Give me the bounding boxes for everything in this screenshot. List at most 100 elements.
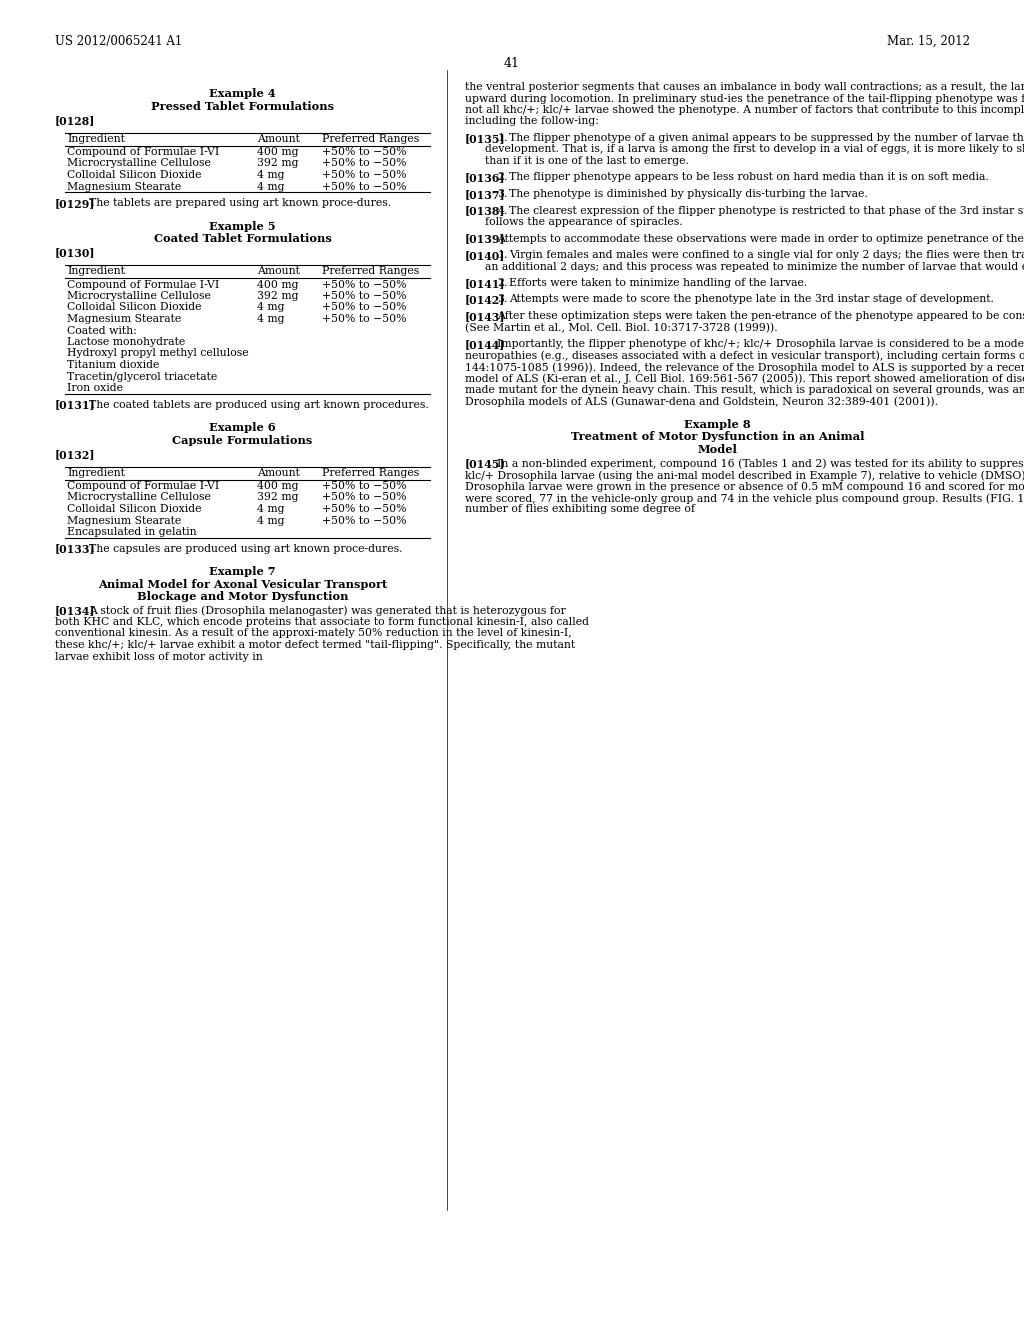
Text: Attempts were made to score the phenotype late in the 3rd instar stage of develo: Attempts were made to score the phenotyp… (509, 294, 994, 305)
Text: (See Martin et al., Mol. Cell. Biol. 10:3717-3728 (1999)).: (See Martin et al., Mol. Cell. Biol. 10:… (465, 322, 777, 333)
Text: Tracetin/glycerol triacetate: Tracetin/glycerol triacetate (67, 371, 217, 381)
Text: Colloidal Silicon Dioxide: Colloidal Silicon Dioxide (67, 302, 202, 313)
Text: Capsule Formulations: Capsule Formulations (172, 434, 312, 446)
Text: Preferred Ranges: Preferred Ranges (323, 267, 420, 276)
Text: 392 mg: 392 mg (257, 158, 298, 169)
Text: [0137]: [0137] (465, 189, 506, 201)
Text: not all khc/+; klc/+ larvae showed the phenotype. A number of factors that contr: not all khc/+; klc/+ larvae showed the p… (465, 106, 1024, 115)
Text: 4 mg: 4 mg (257, 314, 285, 323)
Text: Preferred Ranges: Preferred Ranges (323, 135, 420, 144)
Text: upward during locomotion. In preliminary stud-ies the penetrance of the tail-fli: upward during locomotion. In preliminary… (465, 94, 1024, 103)
Text: Iron oxide: Iron oxide (67, 383, 123, 393)
Text: [0131]: [0131] (55, 400, 95, 411)
Text: +50% to −50%: +50% to −50% (323, 170, 407, 180)
Text: The clearest expression of the flipper phenotype is restricted to that phase of : The clearest expression of the flipper p… (509, 206, 1024, 215)
Text: Magnesium Stearate: Magnesium Stearate (67, 181, 181, 191)
Text: [0140]: [0140] (465, 249, 506, 261)
Text: Coated Tablet Formulations: Coated Tablet Formulations (154, 234, 332, 244)
Text: The capsules are produced using art known proce-dures.: The capsules are produced using art know… (89, 544, 402, 553)
Text: Coated with:: Coated with: (67, 326, 137, 335)
Text: Colloidal Silicon Dioxide: Colloidal Silicon Dioxide (67, 170, 202, 180)
Text: Ingredient: Ingredient (67, 135, 125, 144)
Text: Titanium dioxide: Titanium dioxide (67, 360, 160, 370)
Text: +50% to −50%: +50% to −50% (323, 290, 407, 301)
Text: US 2012/0065241 A1: US 2012/0065241 A1 (55, 36, 182, 48)
Text: +50% to −50%: +50% to −50% (323, 280, 407, 289)
Text: 41: 41 (504, 57, 520, 70)
Text: Example 8: Example 8 (684, 418, 751, 430)
Text: Amount: Amount (257, 267, 300, 276)
Text: Example 6: Example 6 (209, 422, 275, 433)
Text: 400 mg: 400 mg (257, 280, 298, 289)
Text: neuropathies (e.g., diseases associated with a defect in vesicular transport), i: neuropathies (e.g., diseases associated … (465, 351, 1024, 362)
Text: Compound of Formulae I-VI: Compound of Formulae I-VI (67, 147, 219, 157)
Text: 3.: 3. (498, 294, 508, 305)
Text: Ingredient: Ingredient (67, 469, 125, 478)
Text: 400 mg: 400 mg (257, 480, 298, 491)
Text: [0144]: [0144] (465, 339, 506, 350)
Text: [0128]: [0128] (55, 115, 95, 125)
Text: 1.: 1. (498, 133, 508, 143)
Text: The phenotype is diminished by physically dis-turbing the larvae.: The phenotype is diminished by physicall… (509, 189, 868, 199)
Text: number of flies exhibiting some degree of: number of flies exhibiting some degree o… (465, 504, 695, 515)
Text: 4 mg: 4 mg (257, 181, 285, 191)
Text: Magnesium Stearate: Magnesium Stearate (67, 516, 181, 525)
Text: Compound of Formulae I-VI: Compound of Formulae I-VI (67, 480, 219, 491)
Text: Model: Model (697, 444, 737, 455)
Text: than if it is one of the last to emerge.: than if it is one of the last to emerge. (485, 156, 689, 166)
Text: Hydroxyl propyl methyl cellulose: Hydroxyl propyl methyl cellulose (67, 348, 249, 359)
Text: +50% to −50%: +50% to −50% (323, 516, 407, 525)
Text: including the follow-ing:: including the follow-ing: (465, 116, 599, 127)
Text: +50% to −50%: +50% to −50% (323, 314, 407, 323)
Text: Colloidal Silicon Dioxide: Colloidal Silicon Dioxide (67, 504, 202, 513)
Text: +50% to −50%: +50% to −50% (323, 158, 407, 169)
Text: Mar. 15, 2012: Mar. 15, 2012 (887, 36, 970, 48)
Text: [0139]: [0139] (465, 234, 506, 244)
Text: +50% to −50%: +50% to −50% (323, 480, 407, 491)
Text: [0141]: [0141] (465, 279, 506, 289)
Text: The flipper phenotype appears to be less robust on hard media than it is on soft: The flipper phenotype appears to be less… (509, 173, 989, 182)
Text: 144:1075-1085 (1996)). Indeed, the relevance of the Drosophila model to ALS is s: 144:1075-1085 (1996)). Indeed, the relev… (465, 362, 1024, 372)
Text: 392 mg: 392 mg (257, 290, 298, 301)
Text: The tablets are prepared using art known proce-dures.: The tablets are prepared using art known… (89, 198, 391, 209)
Text: Blockage and Motor Dysfunction: Blockage and Motor Dysfunction (137, 591, 348, 602)
Text: Virgin females and males were confined to a single vial for only 2 days; the fli: Virgin females and males were confined t… (509, 249, 1024, 260)
Text: 4.: 4. (498, 206, 508, 215)
Text: Example 4: Example 4 (209, 88, 275, 99)
Text: the ventral posterior segments that causes an imbalance in body wall contraction: the ventral posterior segments that caus… (465, 82, 1024, 92)
Text: Ingredient: Ingredient (67, 267, 125, 276)
Text: Encapsulated in gelatin: Encapsulated in gelatin (67, 527, 197, 537)
Text: +50% to −50%: +50% to −50% (323, 181, 407, 191)
Text: 3.: 3. (498, 189, 508, 199)
Text: The coated tablets are produced using art known procedures.: The coated tablets are produced using ar… (89, 400, 429, 409)
Text: these khc/+; klc/+ larvae exhibit a motor defect termed "tail-flipping". Specifi: these khc/+; klc/+ larvae exhibit a moto… (55, 640, 575, 649)
Text: Example 7: Example 7 (209, 566, 275, 577)
Text: Drosophila models of ALS (Gunawar-dena and Goldstein, Neuron 32:389-401 (2001)).: Drosophila models of ALS (Gunawar-dena a… (465, 396, 938, 407)
Text: Efforts were taken to minimize handling of the larvae.: Efforts were taken to minimize handling … (509, 279, 807, 288)
Text: Amount: Amount (257, 469, 300, 478)
Text: [0135]: [0135] (465, 133, 506, 144)
Text: [0138]: [0138] (465, 206, 506, 216)
Text: 4 mg: 4 mg (257, 170, 285, 180)
Text: [0129]: [0129] (55, 198, 95, 209)
Text: larvae exhibit loss of motor activity in: larvae exhibit loss of motor activity in (55, 652, 263, 661)
Text: [0136]: [0136] (465, 173, 506, 183)
Text: Microcrystalline Cellulose: Microcrystalline Cellulose (67, 290, 211, 301)
Text: 392 mg: 392 mg (257, 492, 298, 503)
Text: [0133]: [0133] (55, 544, 95, 554)
Text: conventional kinesin. As a result of the approxi-mately 50% reduction in the lev: conventional kinesin. As a result of the… (55, 628, 571, 639)
Text: 4 mg: 4 mg (257, 516, 285, 525)
Text: 400 mg: 400 mg (257, 147, 298, 157)
Text: Compound of Formulae I-VI: Compound of Formulae I-VI (67, 280, 219, 289)
Text: model of ALS (Ki-eran et al., J. Cell Biol. 169:561-567 (2005)). This report sho: model of ALS (Ki-eran et al., J. Cell Bi… (465, 374, 1024, 384)
Text: Magnesium Stearate: Magnesium Stearate (67, 314, 181, 323)
Text: follows the appearance of spiracles.: follows the appearance of spiracles. (485, 216, 683, 227)
Text: development. That is, if a larva is among the first to develop in a vial of eggs: development. That is, if a larva is amon… (485, 144, 1024, 154)
Text: Treatment of Motor Dysfunction in an Animal: Treatment of Motor Dysfunction in an Ani… (570, 432, 864, 442)
Text: Example 5: Example 5 (209, 220, 275, 231)
Text: [0143]: [0143] (465, 312, 506, 322)
Text: [0132]: [0132] (55, 449, 95, 459)
Text: +50% to −50%: +50% to −50% (323, 492, 407, 503)
Text: Microcrystalline Cellulose: Microcrystalline Cellulose (67, 492, 211, 503)
Text: klc/+ Drosophila larvae (using the ani-mal model described in Example 7), relati: klc/+ Drosophila larvae (using the ani-m… (465, 470, 1024, 480)
